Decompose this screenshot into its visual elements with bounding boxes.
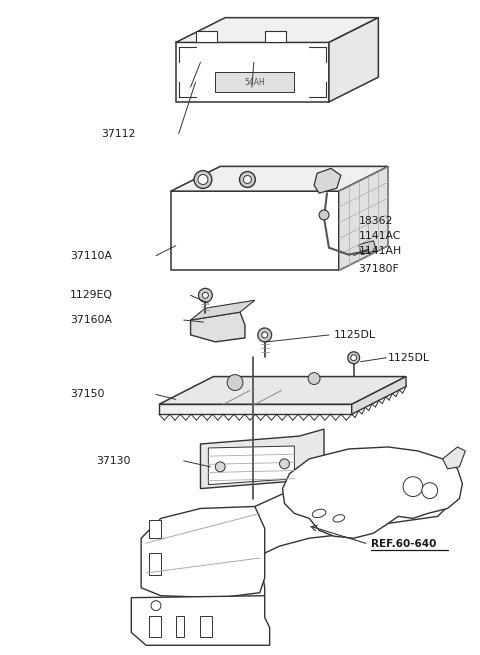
Polygon shape: [159, 377, 406, 404]
Text: 37180F: 37180F: [359, 263, 399, 274]
Polygon shape: [352, 377, 406, 414]
Polygon shape: [171, 166, 388, 191]
Text: 54AH: 54AH: [244, 77, 265, 86]
Text: 37160A: 37160A: [70, 315, 112, 325]
Bar: [149, 553, 161, 575]
Circle shape: [194, 170, 212, 189]
Circle shape: [243, 176, 252, 183]
Circle shape: [240, 172, 255, 187]
Circle shape: [319, 210, 329, 220]
Circle shape: [279, 459, 289, 469]
Polygon shape: [171, 191, 339, 271]
Polygon shape: [131, 595, 270, 645]
Circle shape: [403, 477, 423, 496]
Text: 37150: 37150: [70, 390, 105, 400]
Circle shape: [151, 601, 161, 610]
Circle shape: [203, 292, 208, 298]
Circle shape: [351, 355, 357, 361]
Polygon shape: [159, 404, 352, 414]
Text: 37130: 37130: [96, 456, 131, 466]
Text: 1125DL: 1125DL: [334, 330, 376, 340]
Polygon shape: [339, 166, 388, 271]
Bar: [176, 616, 184, 637]
Circle shape: [199, 288, 212, 302]
Text: 1129EQ: 1129EQ: [70, 290, 113, 300]
Bar: [149, 616, 161, 637]
Polygon shape: [359, 241, 376, 255]
Ellipse shape: [333, 515, 345, 522]
Text: 37110A: 37110A: [70, 251, 112, 261]
Polygon shape: [264, 31, 287, 43]
Polygon shape: [176, 43, 329, 102]
Polygon shape: [208, 446, 294, 485]
Text: 18362: 18362: [359, 216, 393, 226]
Polygon shape: [255, 474, 447, 595]
Polygon shape: [216, 72, 294, 92]
Bar: [149, 520, 161, 538]
Polygon shape: [443, 447, 466, 469]
Circle shape: [262, 332, 268, 338]
Circle shape: [216, 462, 225, 472]
Circle shape: [422, 483, 438, 498]
Text: 1125DL: 1125DL: [388, 353, 430, 363]
Polygon shape: [201, 429, 324, 489]
Circle shape: [227, 375, 243, 390]
Polygon shape: [195, 31, 217, 43]
Polygon shape: [283, 447, 462, 538]
Circle shape: [198, 175, 208, 185]
Text: REF.60-640: REF.60-640: [372, 539, 437, 549]
Ellipse shape: [312, 509, 326, 517]
Polygon shape: [141, 506, 264, 598]
Text: 37112: 37112: [102, 128, 136, 139]
Text: 1141AH: 1141AH: [359, 246, 402, 255]
Polygon shape: [191, 300, 255, 320]
Text: 1141AC: 1141AC: [359, 231, 401, 241]
Bar: [201, 616, 212, 637]
Circle shape: [258, 328, 272, 342]
Circle shape: [348, 352, 360, 364]
Polygon shape: [191, 57, 314, 87]
Polygon shape: [176, 18, 378, 43]
Polygon shape: [314, 168, 341, 193]
Circle shape: [308, 373, 320, 384]
Polygon shape: [191, 312, 245, 342]
Polygon shape: [329, 18, 378, 102]
